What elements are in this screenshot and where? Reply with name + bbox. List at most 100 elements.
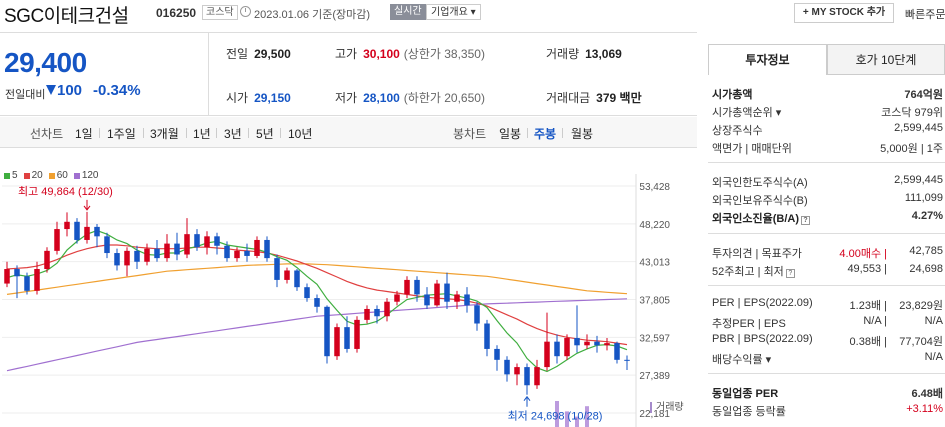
invest-info-value: 764억원: [904, 89, 943, 101]
invest-info-label: 액면가 | 매매단위: [712, 143, 792, 155]
candle-body: [74, 221, 80, 240]
invest-info-row: 외국인소진율(B/A)? 4.27%: [708, 208, 945, 226]
section-divider: [708, 285, 945, 286]
candle-body: [114, 253, 120, 266]
investment-info-panel: 투자정보 호가 10단계 시가총액 764억원 시가총액순위 ▾ 코스닥 979위 상장…: [708, 44, 945, 427]
invest-info-mid-value: 1.23배 |: [849, 300, 887, 312]
volume: 거래량 13,069: [546, 47, 622, 61]
invest-info-value: 2,599,445: [894, 174, 943, 186]
invest-info-label: 동일업종 등락률: [712, 406, 786, 418]
down-triangle-icon: [46, 85, 56, 95]
candle-body: [314, 298, 320, 307]
invest-info-row: 시가총액 764억원: [708, 84, 945, 102]
candle-body: [184, 234, 190, 255]
period-3y[interactable]: 3년: [224, 127, 242, 141]
tab-invest-info[interactable]: 투자정보: [708, 44, 827, 75]
help-icon[interactable]: ?: [785, 269, 795, 278]
chart-tabs: 선차트 1일 1주일 3개월 1년 3년 5년 10년 봉차트 일봉 주봉 월봉: [0, 117, 697, 148]
volume-bar: [555, 401, 559, 427]
company-info-dropdown[interactable]: 기업개요 ▾: [426, 4, 481, 20]
invest-info-row: 외국인보유주식수(B) 111,099: [708, 190, 945, 208]
period-10y[interactable]: 10년: [288, 127, 313, 141]
invest-info-row: 액면가 | 매매단위 5,000원 | 1주: [708, 138, 945, 156]
candle-body: [194, 234, 200, 248]
candle-body: [494, 348, 500, 360]
current-price: 29,400: [4, 47, 87, 78]
candle-weekly[interactable]: 주봉: [534, 127, 557, 141]
candle-body: [394, 294, 400, 302]
diff-value-text: 100: [57, 82, 83, 99]
candle-chart-label: 봉차트: [453, 127, 487, 141]
help-icon[interactable]: ?: [801, 216, 810, 225]
candle-body: [354, 319, 360, 349]
quick-order-link[interactable]: 빠른주문: [905, 9, 945, 21]
section-divider: [708, 162, 945, 163]
invest-info-label: 외국인한도주식수(A): [712, 177, 808, 189]
candle-body: [484, 323, 490, 349]
period-1w[interactable]: 1주일: [107, 127, 136, 141]
volume-legend: 거래량: [650, 402, 684, 413]
candle-body: [174, 243, 180, 255]
invest-info-row: 추정PER | EPS N/A | N/A: [708, 313, 945, 331]
invest-info-label: 투자의견 | 목표주가: [712, 248, 802, 260]
candle-daily[interactable]: 일봉: [499, 127, 522, 141]
candle-body: [504, 359, 510, 375]
candle-body: [604, 343, 610, 346]
candle-body: [144, 248, 150, 262]
candle-body: [4, 269, 10, 284]
candle-monthly[interactable]: 월봉: [571, 127, 594, 141]
candle-body: [324, 306, 330, 357]
invest-info-value: 24,698: [909, 263, 943, 275]
candle-body: [44, 250, 50, 270]
my-stock-add-button[interactable]: + MY STOCK 추가: [794, 3, 894, 23]
invest-info-label: 동일업종 PER: [712, 388, 779, 400]
candle-body: [524, 367, 530, 386]
legend-ma120: 120: [73, 170, 99, 181]
period-3m[interactable]: 3개월: [150, 127, 179, 141]
candle-body: [274, 258, 280, 280]
invest-info-row: 외국인한도주식수(A) 2,599,445: [708, 172, 945, 190]
period-1y[interactable]: 1년: [193, 127, 211, 141]
diff-label: 전일대비: [5, 89, 46, 101]
low-price: 저가 28,100 (하한가 20,650): [335, 91, 485, 105]
volume-bar: [585, 406, 589, 427]
candle-body: [264, 239, 270, 259]
high-annotation: 최고 49,864 (12/30): [18, 185, 113, 198]
period-1d[interactable]: 1일: [75, 127, 93, 141]
trade-amount: 거래대금 379 백만: [546, 91, 642, 105]
clock-icon: [240, 6, 251, 17]
invest-info-value: 23,829원: [899, 300, 943, 312]
invest-info-label: 52주최고 | 최저?: [712, 263, 795, 279]
candle-body: [134, 250, 140, 262]
invest-info-value: 111,099: [904, 192, 943, 204]
candle-body: [424, 294, 430, 306]
invest-info-label: 배당수익률 ▾: [712, 354, 772, 366]
candle-body: [434, 283, 440, 306]
right-panel-tabs: 투자정보 호가 10단계: [708, 44, 945, 75]
invest-info-row: PER | EPS(2022.09) 1.23배 | 23,829원: [708, 295, 945, 313]
divider: [208, 33, 209, 115]
diff-value: 100: [46, 82, 82, 99]
low-annotation: 최저 24,698 (10/28): [508, 410, 603, 423]
realtime-button[interactable]: 실시간: [390, 4, 426, 20]
candle-body: [284, 270, 290, 280]
invest-info-label: 추정PER | EPS: [712, 318, 786, 330]
candle-body: [104, 236, 110, 254]
invest-info-value: 6.48배: [911, 388, 943, 400]
invest-info-label: 상장주식수: [712, 125, 763, 137]
section-divider: [708, 373, 945, 374]
candle-body: [454, 294, 460, 302]
candle-body: [444, 283, 450, 302]
candle-body: [244, 250, 250, 256]
invest-info-value: 2,599,445: [894, 122, 943, 134]
candle-body: [94, 226, 100, 237]
invest-info-mid-value: N/A |: [863, 315, 887, 327]
tab-quote-10[interactable]: 호가 10단계: [827, 44, 945, 75]
candle-body: [64, 221, 70, 230]
candle-body: [24, 276, 30, 291]
candle-body: [514, 367, 520, 375]
y-tick-label: 32,597: [639, 333, 670, 344]
candle-body: [624, 359, 630, 361]
period-5y[interactable]: 5년: [256, 127, 274, 141]
low-arrow-head: [523, 395, 531, 402]
